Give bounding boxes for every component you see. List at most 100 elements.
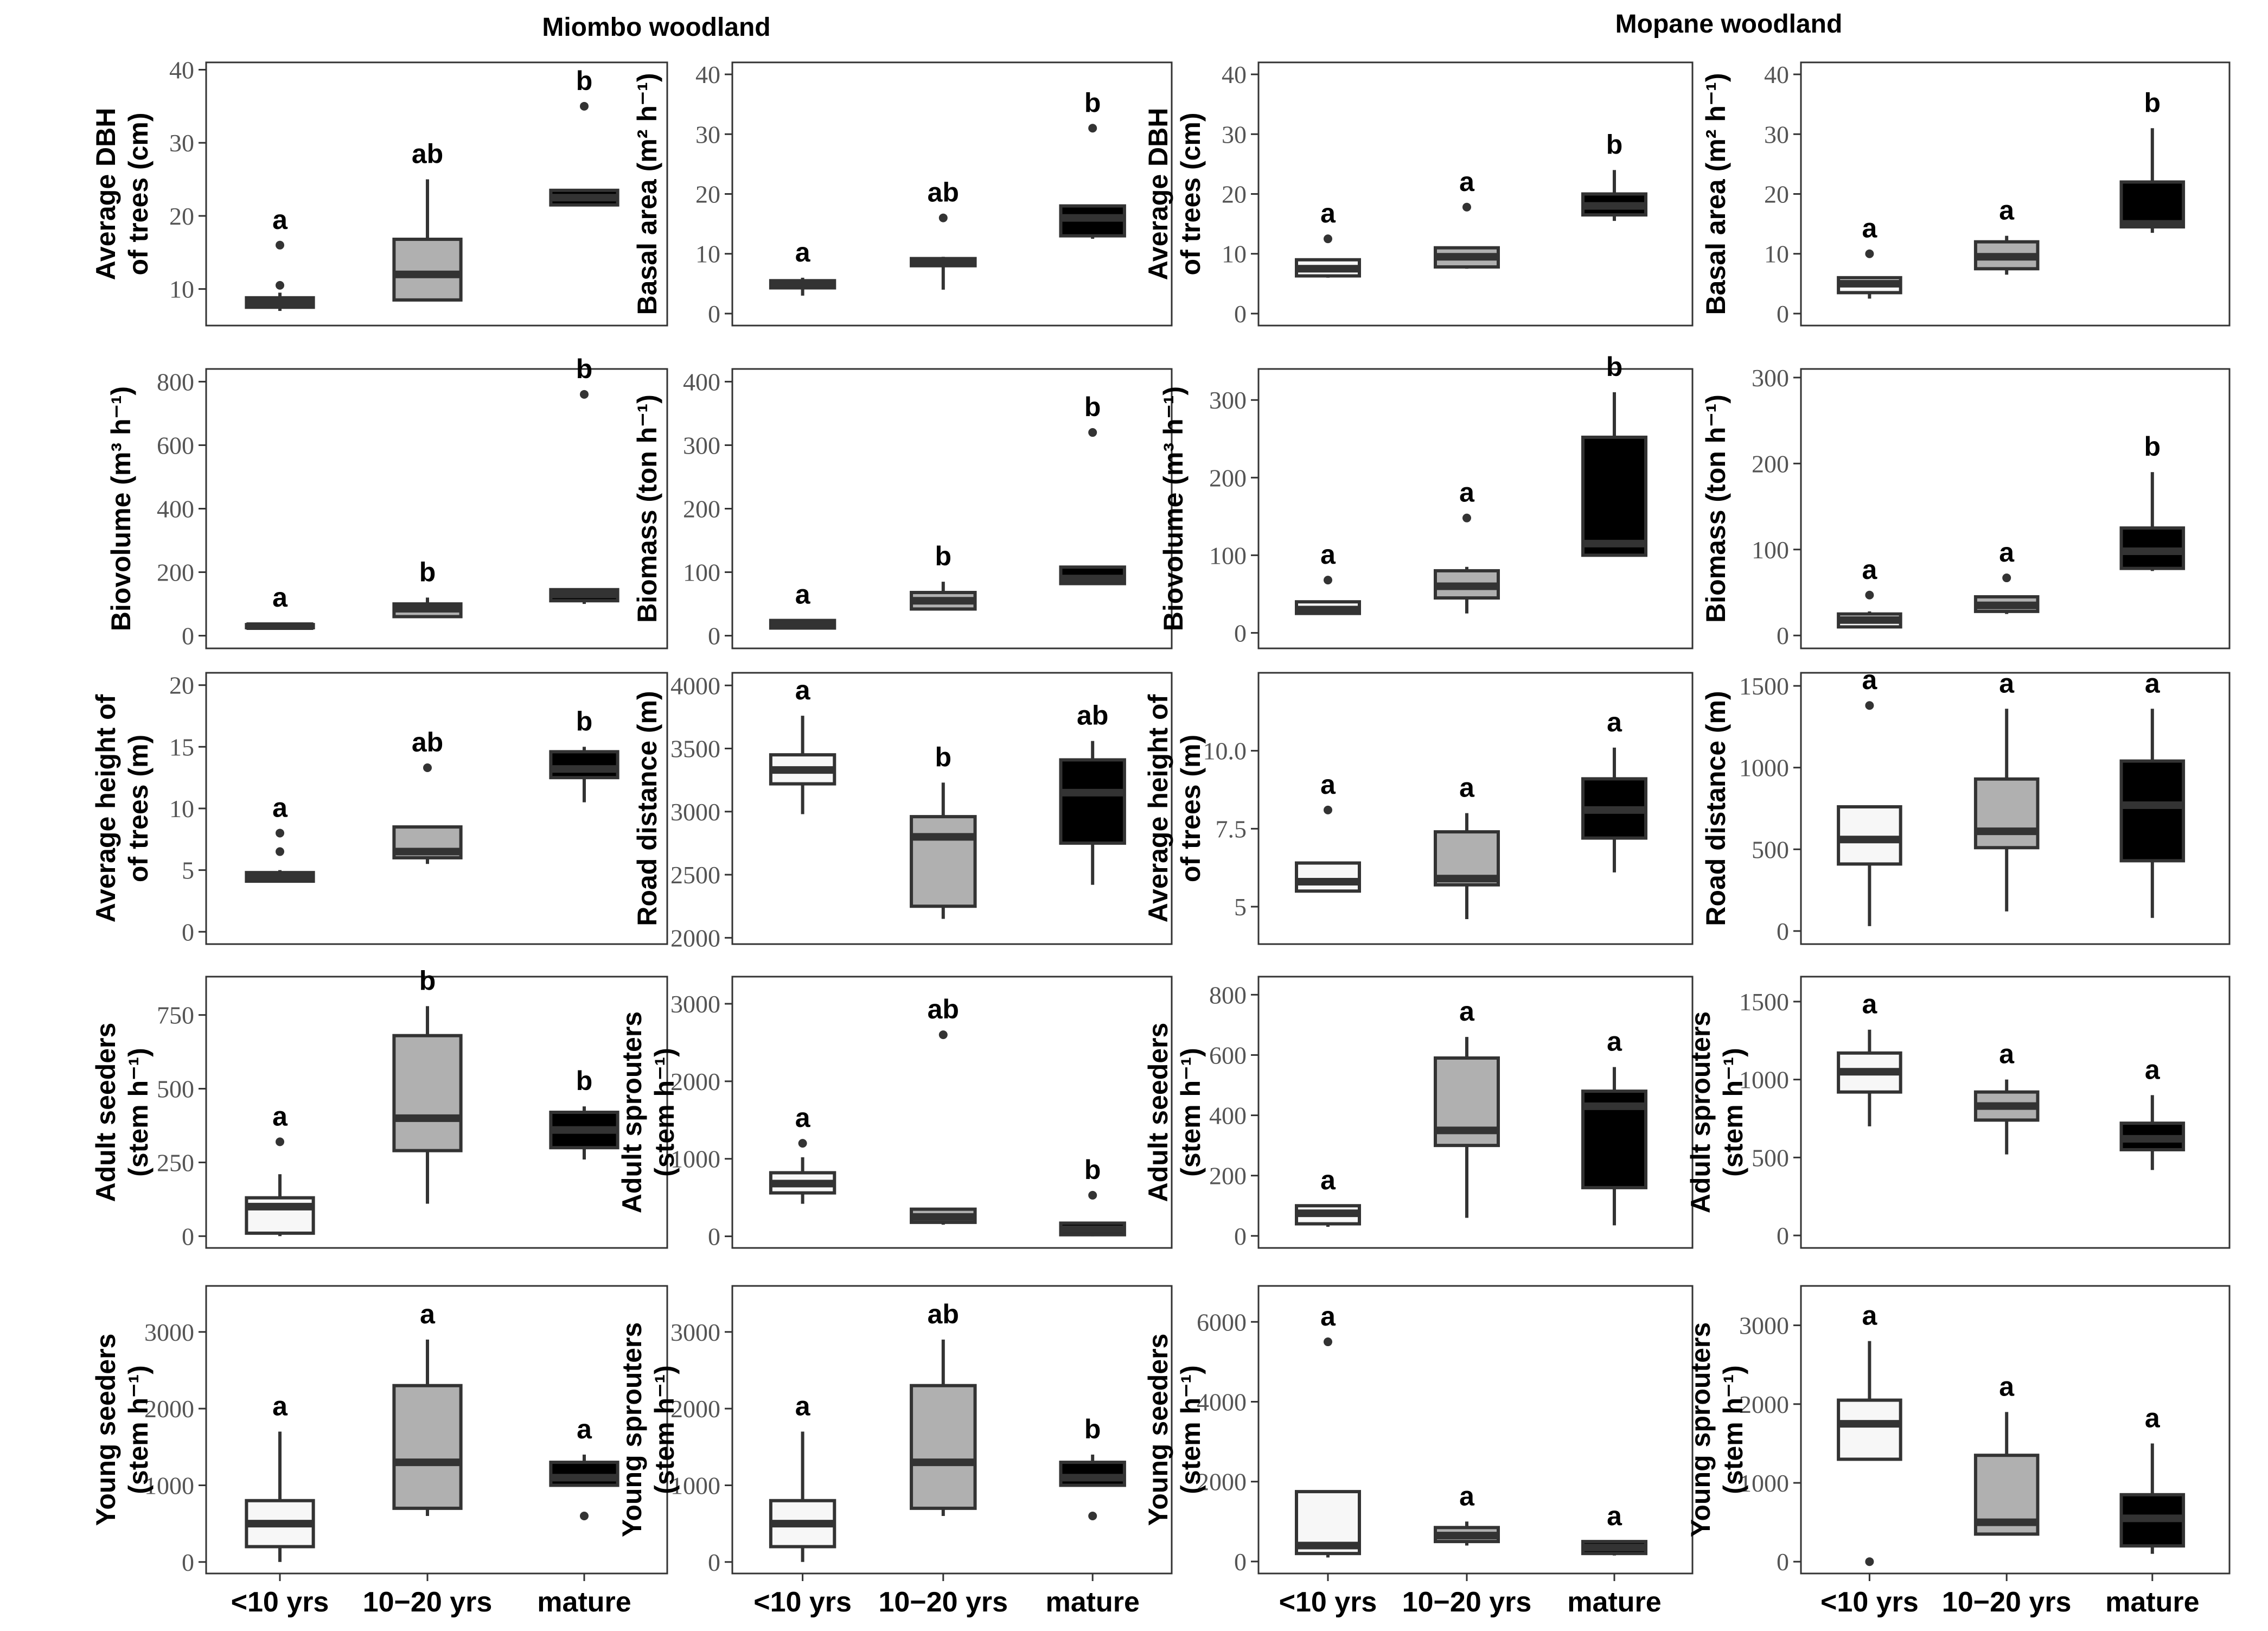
box-mid: a [1434,1481,1500,1546]
y-axis-label-line: Road distance (m) [632,691,662,926]
box-mature: b [549,1066,619,1159]
box-mature: b [549,66,619,207]
outlier-point [423,763,432,772]
iqr-box [2119,759,2186,863]
box-young: a [1295,198,1361,278]
y-tick-label: 0 [1234,300,1247,328]
y-tick-label: 400 [683,368,720,396]
plot-frame [731,976,1173,1249]
y-tick-label: 0 [1777,918,1789,945]
y-tick-label: 1000 [1739,1469,1789,1497]
y-axis-label-line: Adult seeders [91,1023,121,1202]
significance-letter: b [419,557,436,587]
box-young: a [245,792,315,883]
y-tick-label: 0 [708,1223,720,1251]
panel-8: 0 100 200 300 Biomass (ton h⁻¹) a a b [1701,364,2231,649]
box-mid: a [1973,537,2040,614]
box-mid: a [1973,195,2040,275]
significance-letter: a [1862,989,1877,1020]
y-axis-label-line: of trees (cm) [1175,112,1206,275]
box-mature: a [2119,1403,2186,1554]
outlier-point [1324,1337,1332,1347]
plot-frame [1257,1285,1694,1575]
plot-frame [205,672,668,945]
box-young: a [245,1101,315,1237]
y-tick-label: 200 [1209,464,1247,492]
significance-letter: ab [1077,700,1108,731]
significance-letter: a [1320,769,1336,800]
panel-2: 0 10 20 30 40 Basal area (m² h⁻¹) a ab b [632,61,1173,328]
box-mid: ab [392,139,463,302]
significance-letter: a [1607,1501,1622,1531]
panel-7: 0 100 200 300 Biovolume (m³ h⁻¹) a a b [1158,352,1694,649]
y-tick-label: 750 [157,1002,194,1029]
box-young: a [769,1103,836,1204]
outlier-point [1462,513,1471,523]
x-tick-label: mature [1567,1587,1661,1618]
box-young: a [1837,555,1902,629]
y-axis-label-line: Adult sprouters [1685,1011,1716,1213]
y-tick-label: 2500 [670,861,720,889]
y-axis-label: Average DBHof trees (cm) [1143,108,1206,281]
significance-letter: a [1999,537,2015,568]
y-axis-label: Average DBHof trees (cm) [91,108,154,281]
significance-letter: a [272,1391,288,1422]
box-young: a [1295,539,1361,615]
y-axis-label: Average height ofof trees (m) [1143,694,1206,922]
box-mature: a [1581,1501,1647,1556]
panel-5: 0 200 400 600 800 Biovolume (m³ h⁻¹) a b b [106,354,668,650]
y-tick-label: 0 [1234,1222,1247,1250]
x-tick-label: <10 yrs [753,1587,852,1618]
box-mid: a [1434,167,1500,269]
y-axis-label-line: Biovolume (m³ h⁻¹) [1158,386,1189,631]
outlier-point [276,240,284,250]
significance-letter: a [2145,1403,2161,1433]
y-axis-label-line: Average DBH [1143,108,1173,281]
panel-1: 10 20 30 40 Average DBHof trees (cm) a ab b [91,56,668,327]
significance-letter: a [1459,1481,1475,1511]
box-mid: a [1973,668,2040,912]
significance-letter: a [1607,707,1622,737]
box-mature: b [2119,431,2186,571]
y-tick-label: 0 [182,1549,194,1576]
box-mature: b [1059,1414,1126,1520]
significance-letter: b [419,965,436,996]
y-tick-label: 300 [683,431,720,459]
y-tick-label: 40 [1764,61,1789,88]
y-tick-label: 300 [1209,386,1247,414]
outlier-point [276,829,284,838]
significance-letter: a [272,205,288,235]
y-tick-label: 500 [157,1075,194,1103]
y-tick-label: 30 [1764,120,1789,148]
significance-letter: b [1084,1414,1101,1444]
significance-letter: b [576,1066,593,1096]
outlier-point [1462,202,1471,212]
y-tick-label: 0 [182,622,194,650]
box-mid: a [1973,1371,2040,1536]
y-tick-label: 200 [1209,1162,1247,1190]
y-tick-label: 0 [708,622,720,650]
significance-letter: a [1320,1165,1336,1195]
y-axis-label-line: Adult seeders [1143,1023,1173,1202]
y-tick-label: 2000 [1197,1468,1247,1496]
box-young: a [769,675,836,814]
iqr-box [392,1034,463,1152]
significance-letter: a [795,237,811,267]
significance-letter: a [2145,1054,2161,1085]
y-axis-label: Adult sprouters(stem h⁻¹) [1685,1011,1748,1213]
box-mature: b [2119,87,2186,233]
x-tick-label: mature [1045,1587,1139,1618]
iqr-box [1837,805,1902,866]
y-axis-label-line: Biovolume (m³ h⁻¹) [106,386,136,631]
y-axis-label-line: Young seeders [91,1334,121,1526]
significance-letter: b [2144,87,2161,118]
y-axis-label-line: (stem h⁻¹) [1718,1365,1748,1494]
significance-letter: a [1862,665,1877,695]
y-axis-label-line: Young seeders [1143,1334,1173,1526]
y-axis-label-line: of trees (m) [123,735,154,882]
significance-letter: b [1606,352,1623,382]
y-tick-label: 30 [1222,120,1247,148]
significance-letter: b [576,354,593,384]
